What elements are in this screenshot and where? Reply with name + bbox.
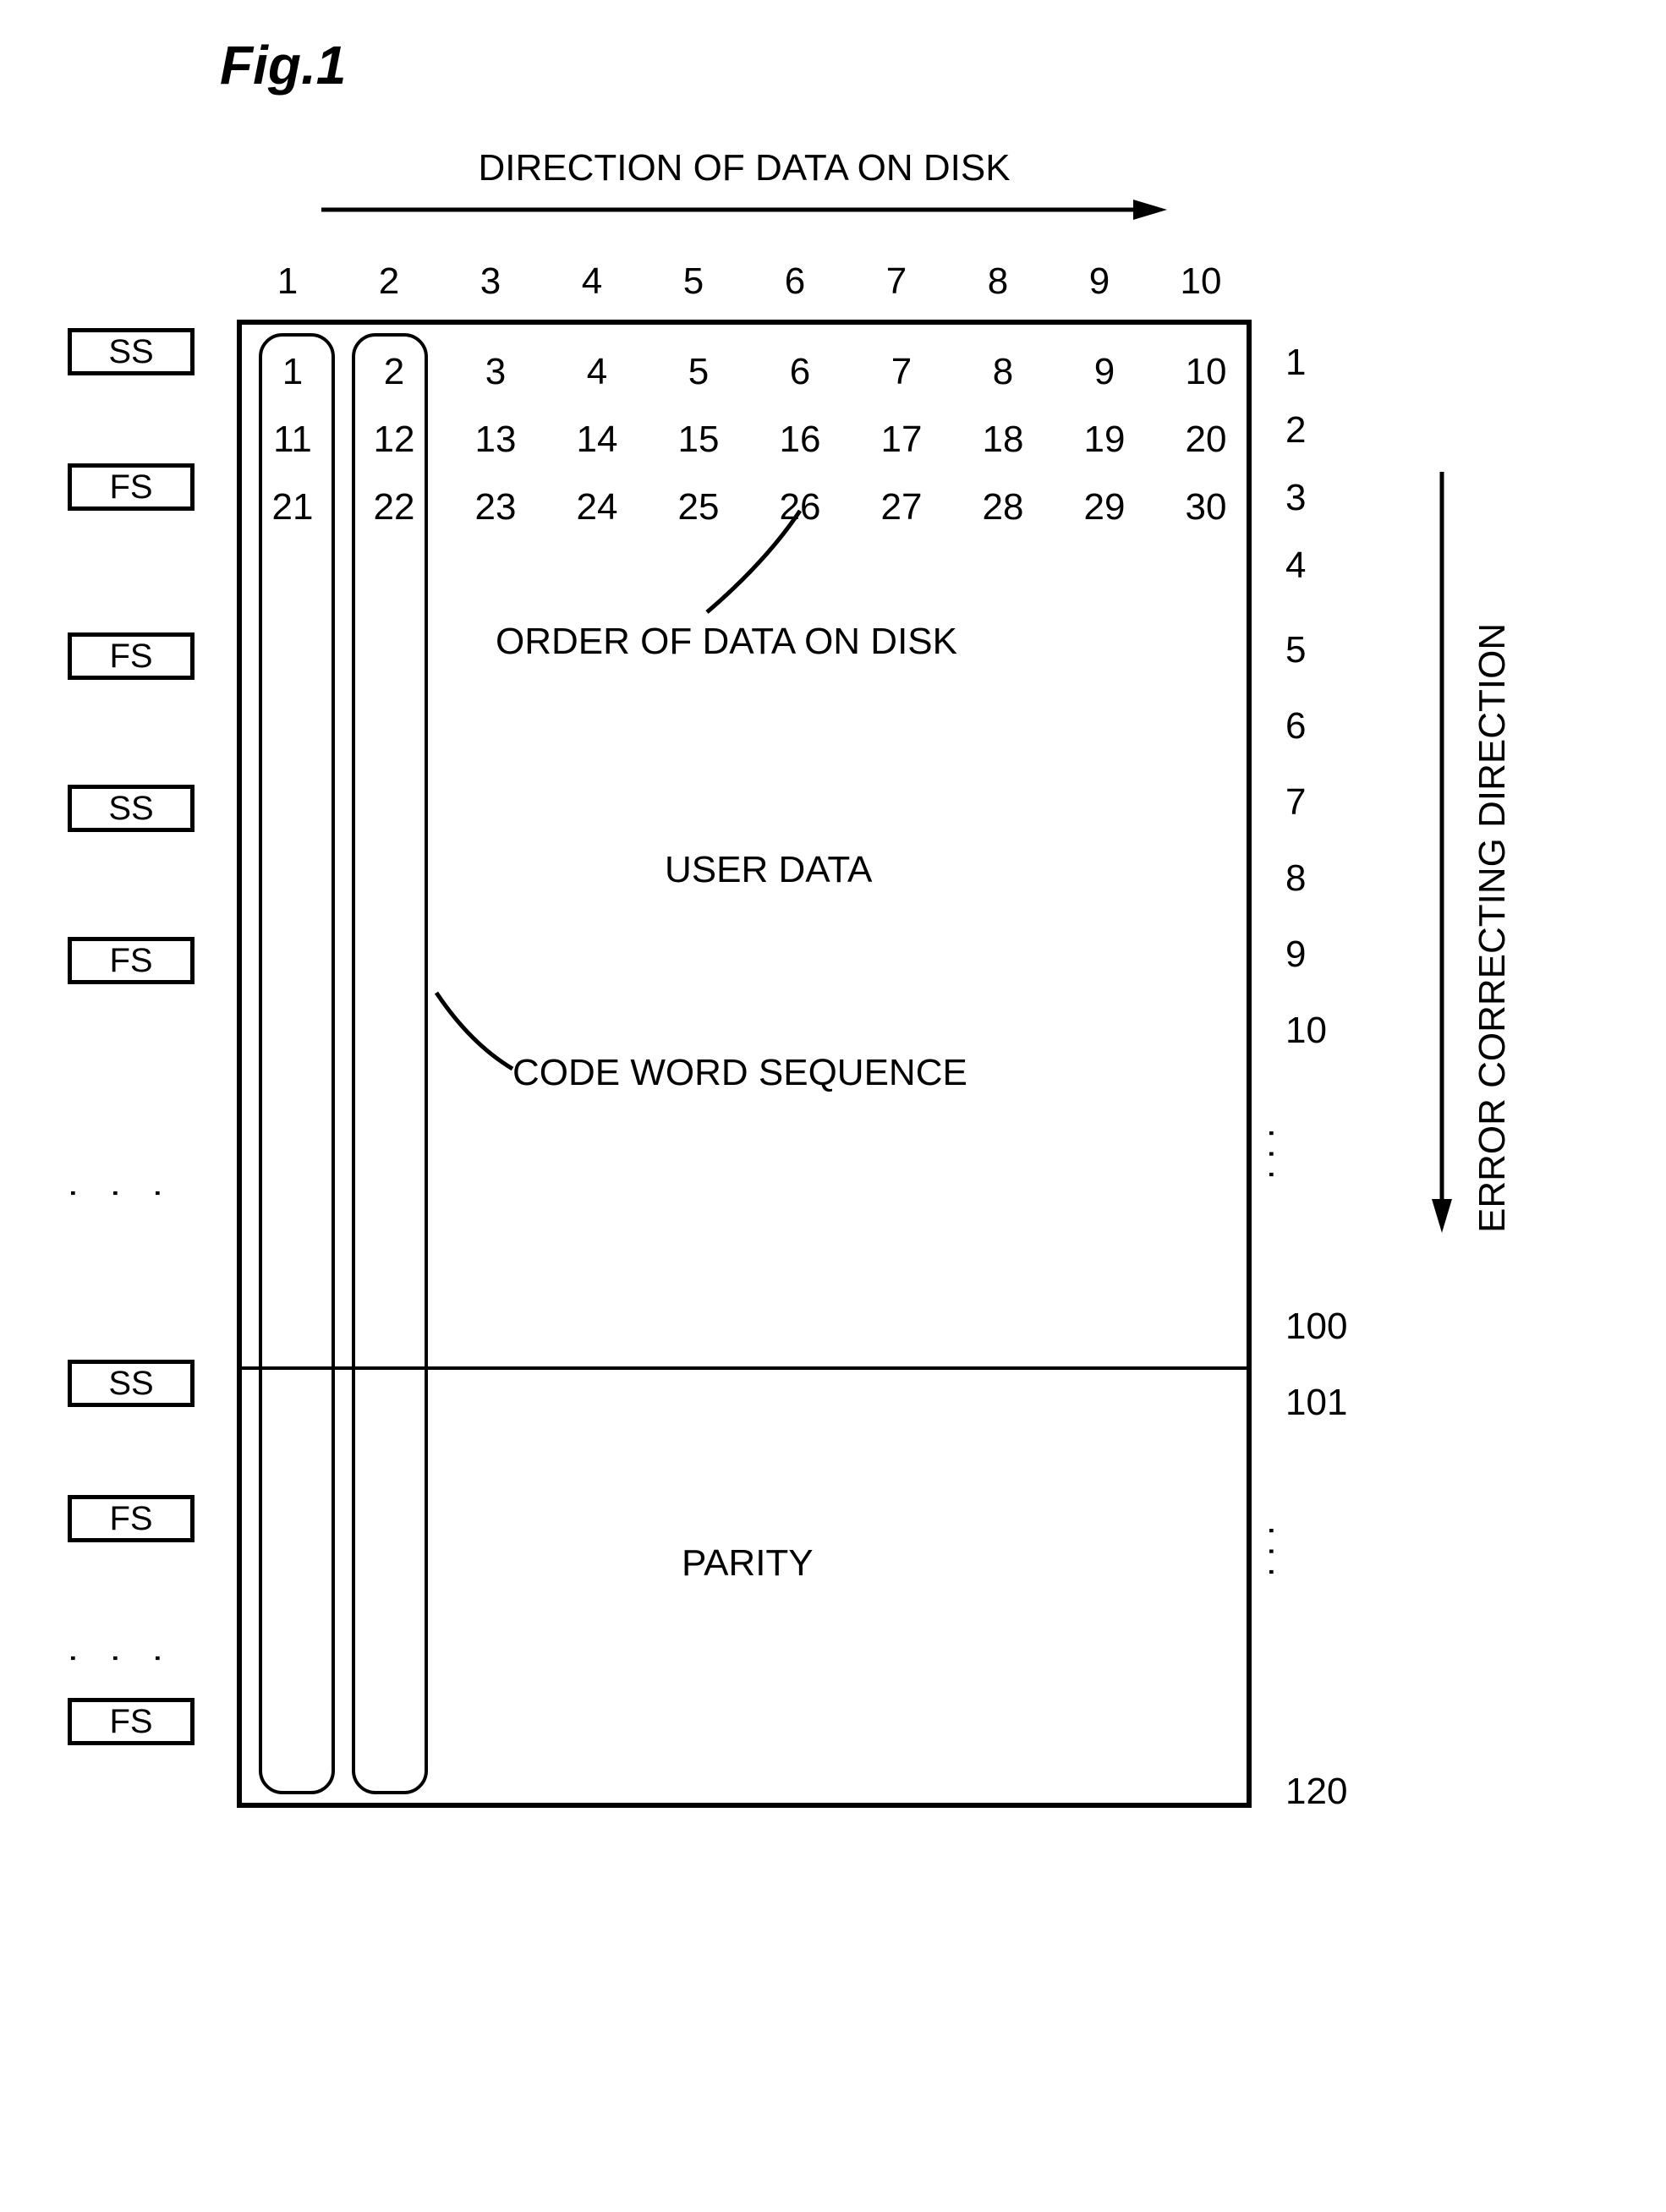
row-number: 7 xyxy=(1285,781,1387,824)
column-headers: 1 2 3 4 5 6 7 8 9 10 xyxy=(237,260,1252,303)
row-number: 6 xyxy=(1285,705,1387,747)
user-data-label: USER DATA xyxy=(665,849,872,891)
side-direction-arrow xyxy=(1421,472,1463,1233)
vertical-dots: . . . xyxy=(1260,1525,1302,1627)
vertical-dots: . . . xyxy=(62,1188,189,1202)
sync-tag: FS xyxy=(68,463,195,511)
order-of-data-label: ORDER OF DATA ON DISK xyxy=(496,621,957,663)
side-direction-label: ERROR CORRECTING DIRECTION xyxy=(1471,623,1514,1233)
row-number: 5 xyxy=(1285,629,1387,671)
col-header: 6 xyxy=(744,260,846,303)
row-number: 4 xyxy=(1285,545,1387,587)
parity-label: PARITY xyxy=(682,1542,814,1585)
sync-tag: SS xyxy=(68,1360,195,1407)
row-number: 120 xyxy=(1285,1771,1387,1813)
row-number: 1 xyxy=(1285,342,1387,384)
sync-tag: FS xyxy=(68,1495,195,1542)
row-number: 9 xyxy=(1285,934,1387,976)
col-header: 7 xyxy=(846,260,947,303)
col-header: 10 xyxy=(1150,260,1252,303)
figure-title: Fig.1 xyxy=(220,34,1666,96)
col-header: 3 xyxy=(440,260,541,303)
col-header: 1 xyxy=(237,260,338,303)
top-direction-label: DIRECTION OF DATA ON DISK xyxy=(237,147,1252,189)
row-number: 2 xyxy=(1285,409,1387,452)
col-header: 9 xyxy=(1049,260,1150,303)
diagram-area: 1 2 3 4 5 6 7 8 9 10 SS FS FS SS FS . . … xyxy=(34,260,1666,1867)
col-header: 8 xyxy=(947,260,1049,303)
vertical-dots: . . . xyxy=(62,1653,189,1667)
col-header: 2 xyxy=(338,260,440,303)
sync-tag: SS xyxy=(68,328,195,375)
row-number: 8 xyxy=(1285,857,1387,900)
row-number: 100 xyxy=(1285,1306,1387,1348)
sync-tag: FS xyxy=(68,937,195,984)
data-block: 1 2 3 4 5 6 7 8 9 10 11 12 13 14 15 xyxy=(237,320,1252,1808)
row-number: 10 xyxy=(1285,1010,1387,1052)
sync-tag: SS xyxy=(68,785,195,832)
col-header: 5 xyxy=(643,260,744,303)
sync-tag: FS xyxy=(68,1698,195,1745)
top-direction-arrow xyxy=(321,193,1167,235)
row-number: 3 xyxy=(1285,477,1387,519)
col-header: 4 xyxy=(541,260,643,303)
sync-tag: FS xyxy=(68,632,195,680)
row-number: 101 xyxy=(1285,1382,1387,1424)
code-word-sequence-label: CODE WORD SEQUENCE xyxy=(512,1052,967,1094)
vertical-dots: . . . xyxy=(1260,1128,1302,1229)
